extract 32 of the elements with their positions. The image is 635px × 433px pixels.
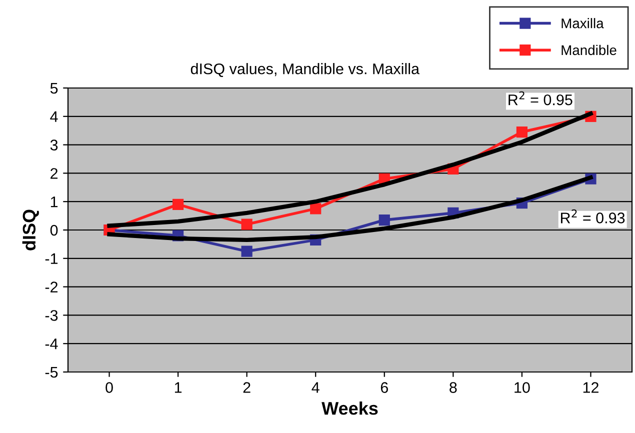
point	[310, 203, 322, 214]
y-tick-label: 4	[50, 111, 58, 122]
point	[378, 214, 390, 226]
point	[241, 218, 252, 230]
point	[516, 126, 528, 138]
y-tick-label: -2	[45, 282, 58, 292]
y-tick-label: -1	[45, 253, 58, 264]
point	[172, 198, 184, 210]
x-axis-title: Weeks	[322, 402, 378, 415]
y-tick-label: 0	[50, 224, 58, 236]
y-tick-label: 2	[50, 168, 58, 179]
x-tick-label: 0	[106, 382, 113, 393]
y-tick-label: 3	[50, 140, 58, 150]
x-tick-label: 6	[380, 382, 388, 393]
annotation: R$^{2}$ = 0.93	[561, 209, 625, 224]
point	[241, 246, 252, 257]
y-tick-label: -3	[45, 310, 58, 321]
x-tick-label: 8	[450, 382, 457, 393]
x-tick-label: 1	[174, 382, 182, 393]
y-tick-label: -5	[45, 367, 58, 378]
y-axis-title: dISQ	[22, 210, 39, 250]
y-tick-label: 1	[50, 196, 58, 208]
y-tick-label: 5	[50, 83, 58, 94]
y-tick-label: -4	[45, 338, 58, 350]
x-tick-label: 4	[312, 382, 320, 393]
annotation: R$^{2}$ = 0.95	[508, 91, 572, 106]
x-tick-label: 12	[583, 382, 598, 393]
x-tick-label: 10	[514, 382, 530, 393]
legend-label: Maxilla	[562, 18, 604, 28]
chart-title: dISQ values, Mandible vs. Maxilla	[190, 63, 420, 77]
legend-label: Mandible	[562, 44, 616, 56]
x-tick-label: 2	[243, 382, 250, 393]
